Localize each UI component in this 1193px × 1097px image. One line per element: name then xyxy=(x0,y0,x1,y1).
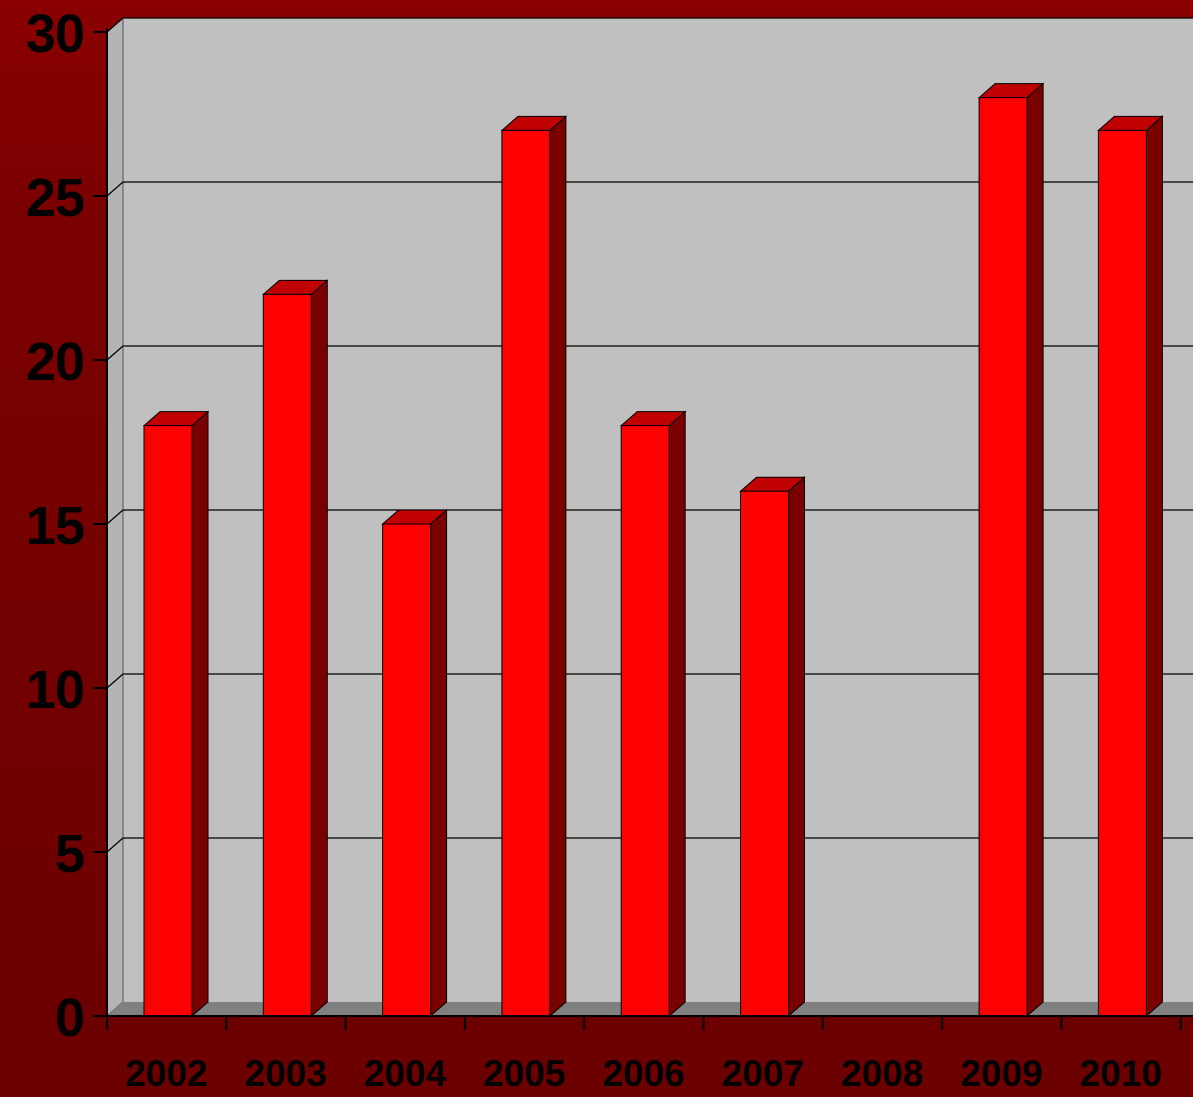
x-tick-label: 2002 xyxy=(125,1053,207,1092)
bar-side xyxy=(668,410,686,1018)
bar xyxy=(977,82,1045,1018)
gridline-depth xyxy=(106,509,124,525)
bar-front xyxy=(501,129,551,1017)
bar xyxy=(500,115,568,1018)
y-tick-label: 20 xyxy=(26,332,84,392)
bar xyxy=(739,476,806,1018)
bar-side xyxy=(310,279,328,1018)
x-tick-label: 2004 xyxy=(364,1053,447,1092)
x-tick-label: 2006 xyxy=(603,1053,685,1092)
bar xyxy=(381,508,448,1018)
bar xyxy=(142,410,210,1018)
gridline-depth xyxy=(106,673,124,689)
x-tick-label: 2008 xyxy=(841,1053,923,1092)
x-tick-label: 2007 xyxy=(722,1053,804,1092)
bar-side xyxy=(1145,115,1163,1018)
bar-front xyxy=(143,425,193,1017)
y-tick-label: 25 xyxy=(26,168,84,228)
bar-front xyxy=(1097,129,1147,1017)
gridline-depth xyxy=(106,345,124,361)
x-tick-label: 2009 xyxy=(961,1053,1043,1092)
bar-side xyxy=(430,508,448,1018)
bar xyxy=(1097,115,1164,1018)
gridline-depth xyxy=(106,837,124,853)
gridline-depth xyxy=(106,181,124,197)
y-tick-label: 5 xyxy=(55,824,84,884)
gridline-depth xyxy=(106,17,124,33)
bar-side xyxy=(788,476,805,1018)
bar-side xyxy=(549,115,567,1018)
bar xyxy=(261,279,329,1018)
x-tick-label: 2003 xyxy=(245,1053,327,1092)
bar-front xyxy=(620,425,670,1017)
bar-front xyxy=(740,490,789,1017)
bar-front xyxy=(262,293,312,1017)
y-tick-label: 15 xyxy=(26,496,84,556)
y-tick-label: 0 xyxy=(55,988,84,1048)
y-tick-label: 10 xyxy=(26,660,84,720)
bar-front xyxy=(382,523,432,1017)
bar-side xyxy=(1026,82,1044,1018)
bar xyxy=(619,410,687,1018)
bar-side xyxy=(191,410,209,1018)
bar-front xyxy=(978,97,1028,1017)
x-tick-label: 2010 xyxy=(1080,1053,1162,1092)
y-tick-label: 30 xyxy=(26,4,84,64)
x-tick-label: 2005 xyxy=(483,1053,565,1092)
